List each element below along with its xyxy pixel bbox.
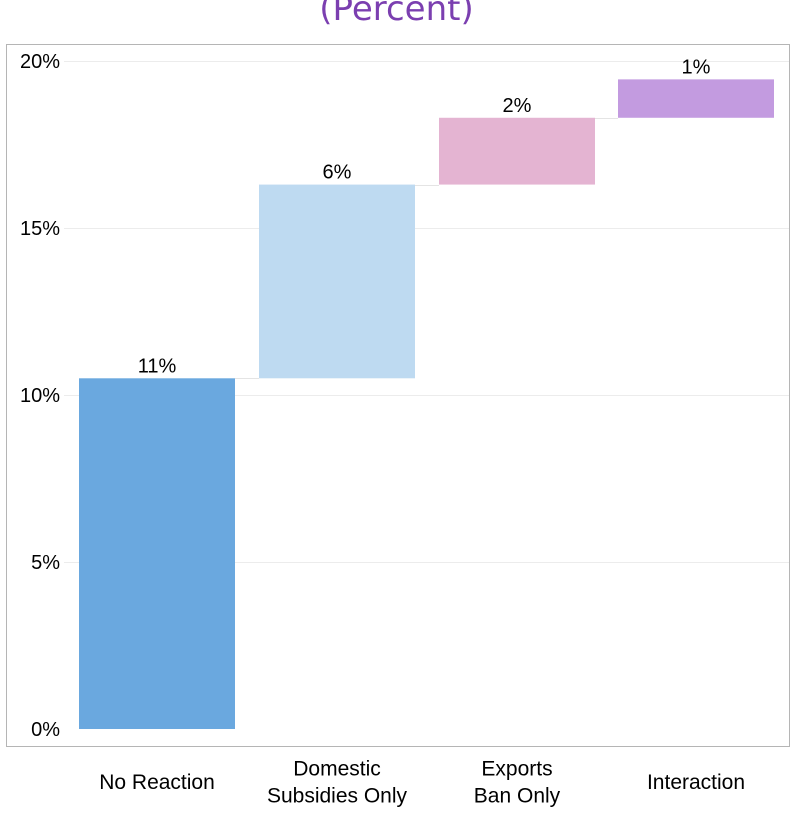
y-axis-tick-labels: 0% 5% 10% 15% 20% [20,51,60,741]
bar [618,79,774,118]
data-label: 2% [503,95,532,117]
bars [79,79,774,729]
x-axis-category-labels: No Reaction Domestic Subsidies Only Exports… [99,758,745,808]
category-label: Domestic Subsidies Only [267,758,408,808]
bar [259,184,415,379]
y-tick-label: 20% [20,51,60,73]
category-label: No Reaction [99,771,215,794]
category-label: Interaction [647,771,745,794]
data-label: 1% [682,56,711,78]
category-label-line: Subsidies Only [267,785,408,808]
bar [439,117,595,185]
data-labels: 11% 6% 2% 1% [138,56,711,377]
category-label-line: Ban Only [474,785,561,808]
chart-title: (Percent) [319,0,474,29]
category-label-line: Interaction [647,771,745,794]
y-tick-label: 10% [20,385,60,407]
category-label: Exports Ban Only [474,758,561,808]
data-label: 11% [138,355,177,377]
bar [79,378,235,729]
y-tick-label: 15% [20,218,60,240]
category-label-line: No Reaction [99,771,215,794]
category-label-line: Domestic [293,758,381,781]
y-tick-label: 5% [31,552,60,574]
data-label: 6% [323,162,352,184]
connectors [235,118,618,379]
y-tick-label: 0% [31,719,60,741]
category-label-line: Exports [481,758,552,781]
